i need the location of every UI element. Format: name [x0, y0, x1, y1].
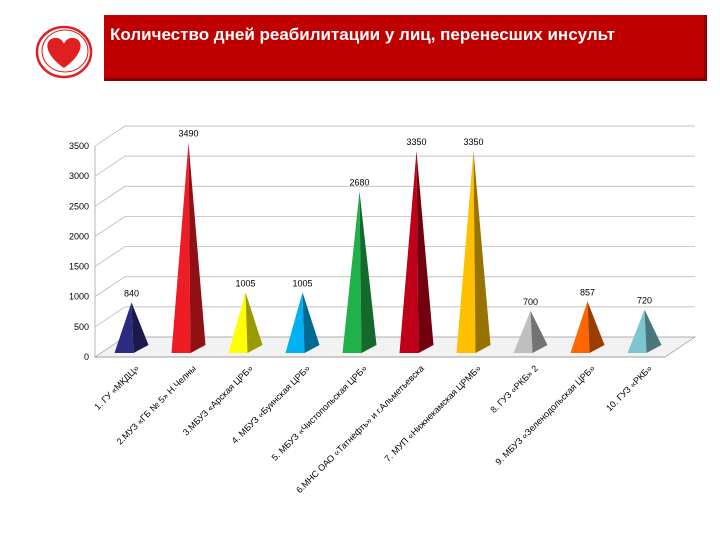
- logo-ring-inner-icon: [41, 29, 89, 73]
- pyramid-side-face: [530, 310, 548, 353]
- bar-pyramid: [285, 292, 320, 353]
- data-label: 3350: [406, 137, 426, 147]
- pyramid-side-face: [302, 292, 320, 353]
- pyramid-side-face: [188, 142, 206, 353]
- pyramid-front-face: [399, 151, 419, 353]
- pyramid-front-face: [513, 310, 533, 353]
- bar-pyramid: [342, 191, 377, 353]
- pyramid-side-face: [644, 309, 662, 353]
- pyramid-side-face: [416, 151, 434, 353]
- y-tick-label: 0: [84, 352, 89, 362]
- x-category-label: 1. ГУ «МКДЦ»: [92, 363, 141, 412]
- pyramid-side-face: [245, 292, 263, 353]
- x-category-label: 5. МБУЗ «Чистопольская ЦРБ»: [270, 363, 369, 462]
- pyramid-front-face: [342, 191, 362, 353]
- page-title: Количество дней реабилитации у лиц, пере…: [110, 25, 615, 44]
- x-category-label: 8. ГУЗ «РКБ» 2: [488, 363, 540, 415]
- data-label: 840: [124, 288, 139, 298]
- data-label: 1005: [292, 278, 312, 288]
- data-label: 3350: [463, 137, 483, 147]
- pyramid-side-face: [131, 302, 149, 353]
- pyramid-front-face: [285, 292, 305, 353]
- pyramid-front-face: [228, 292, 248, 353]
- pyramid-side-face: [359, 191, 377, 353]
- y-tick-label: 2000: [69, 231, 89, 241]
- gridline: [94, 276, 695, 298]
- x-category-label: 6.МНС ОАО «Татнефть» и г.Альметьевска: [294, 363, 426, 495]
- y-tick-label: 2500: [69, 201, 89, 211]
- gridline: [94, 306, 695, 328]
- y-tick-label: 500: [74, 322, 89, 332]
- gridline: [94, 185, 695, 207]
- gridline: [94, 155, 695, 177]
- bar-pyramid: [399, 151, 434, 353]
- bar-pyramid: [627, 309, 662, 353]
- pyramid-front-face: [456, 151, 476, 353]
- data-label: 1005: [235, 278, 255, 288]
- data-label: 700: [523, 297, 538, 307]
- pyramid-side-face: [587, 301, 605, 353]
- x-category-label: 10. ГУЗ «РКБ»: [604, 363, 654, 413]
- gridline: [94, 125, 695, 147]
- gridline: [94, 216, 695, 237]
- data-label: 3490: [178, 129, 198, 139]
- y-tick-label: 3500: [69, 141, 89, 151]
- logo-ring-icon: [35, 25, 93, 79]
- data-label: 2680: [349, 177, 369, 187]
- pyramid-front-face: [570, 301, 590, 353]
- data-label: 720: [637, 296, 652, 306]
- bar-pyramid: [570, 301, 605, 353]
- bar-pyramid: [171, 142, 206, 353]
- pyramid-side-face: [473, 151, 491, 353]
- bar-pyramid: [228, 292, 263, 353]
- pyramid-front-face: [171, 142, 191, 353]
- y-tick-label: 3000: [69, 171, 89, 181]
- y-tick-label: 1000: [69, 292, 89, 302]
- bar-pyramid: [513, 310, 548, 353]
- title-banner: Количество дней реабилитации у лиц, пере…: [104, 15, 707, 81]
- bar-pyramid: [114, 302, 149, 353]
- pyramid-front-face: [114, 302, 134, 353]
- y-tick-label: 1500: [69, 262, 89, 272]
- data-label: 857: [580, 287, 595, 297]
- x-category-label: 9. МБУЗ «Зеленодольская ЦРБ»: [493, 363, 597, 467]
- heart-logo: [35, 25, 93, 79]
- bar-pyramid: [456, 151, 491, 353]
- x-category-label: 7. МУП «Нижнекамская ЦРМБ»: [382, 363, 482, 463]
- heart-icon: [47, 37, 81, 68]
- pyramid-front-face: [627, 309, 647, 353]
- gridline: [94, 246, 695, 267]
